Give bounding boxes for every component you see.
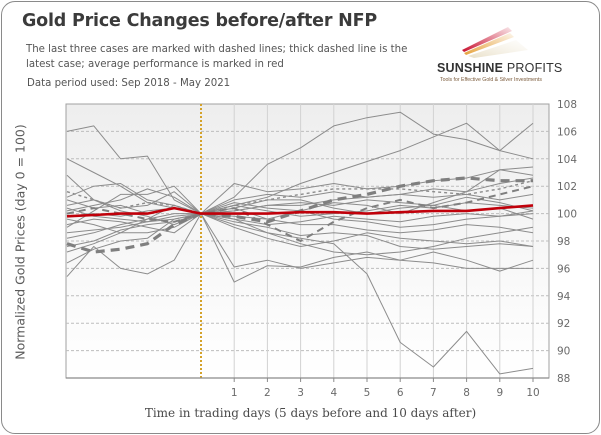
x-tick-label: 4 <box>330 387 337 399</box>
series-line-case-16 <box>66 210 534 234</box>
chart-title: Gold Price Changes before/after NFP <box>22 11 377 31</box>
series-line-case-06 <box>66 122 534 277</box>
x-tick-label: 3 <box>297 387 304 399</box>
x-tick-label: 8 <box>463 387 470 399</box>
y-tick-label: 108 <box>557 99 577 111</box>
x-tick-label: 9 <box>496 387 503 399</box>
series-line-case-07 <box>66 191 534 215</box>
x-tick-label: 10 <box>526 387 539 399</box>
y-tick-label: 92 <box>557 318 570 330</box>
y-tick-label: 102 <box>557 181 577 193</box>
series-line-case-10 <box>66 177 534 215</box>
x-tick-label: 2 <box>264 387 271 399</box>
series-line-case-09 <box>66 202 534 239</box>
y-tick-label: 106 <box>557 126 577 138</box>
logo-name: SUNSHINE PROFITS <box>437 61 562 75</box>
chart-subtitle: The last three cases are marked with das… <box>26 44 408 70</box>
average-line <box>66 204 534 218</box>
sunshine-profits-logo-icon <box>462 27 528 58</box>
series-line-case-01 <box>66 125 533 283</box>
logo-name-bold: SUNSHINE <box>437 61 504 75</box>
x-tick-label: 1 <box>231 387 238 399</box>
x-tick-label: 6 <box>397 387 404 399</box>
series-line-case-latest <box>66 176 533 254</box>
y-tick-label: 98 <box>557 236 570 248</box>
data-period: Data period used: Sep 2018 - May 2021 <box>27 78 231 89</box>
x-axis-label: Time in trading days (5 days before and … <box>144 406 477 420</box>
y-tick-label: 96 <box>557 263 571 275</box>
y-tick-label: 100 <box>557 209 577 221</box>
series-line-case-04 <box>66 183 534 375</box>
y-tick-label: 88 <box>557 373 570 385</box>
series-line-case-12 <box>66 193 534 253</box>
x-tick-label: 7 <box>430 387 437 399</box>
y-tick-label: 104 <box>557 154 577 166</box>
y-tick-label: 94 <box>557 291 571 303</box>
logo-tagline: Tools for Effective Gold & Silver Invest… <box>440 77 542 83</box>
series-line-case-dashed-1 <box>66 180 534 215</box>
series-line-case-18 <box>66 213 534 256</box>
series-line-case-13 <box>66 199 534 234</box>
y-tick-label: 90 <box>557 346 570 358</box>
logo-name-light: PROFITS <box>506 61 563 75</box>
x-tick-label: 5 <box>364 387 371 399</box>
